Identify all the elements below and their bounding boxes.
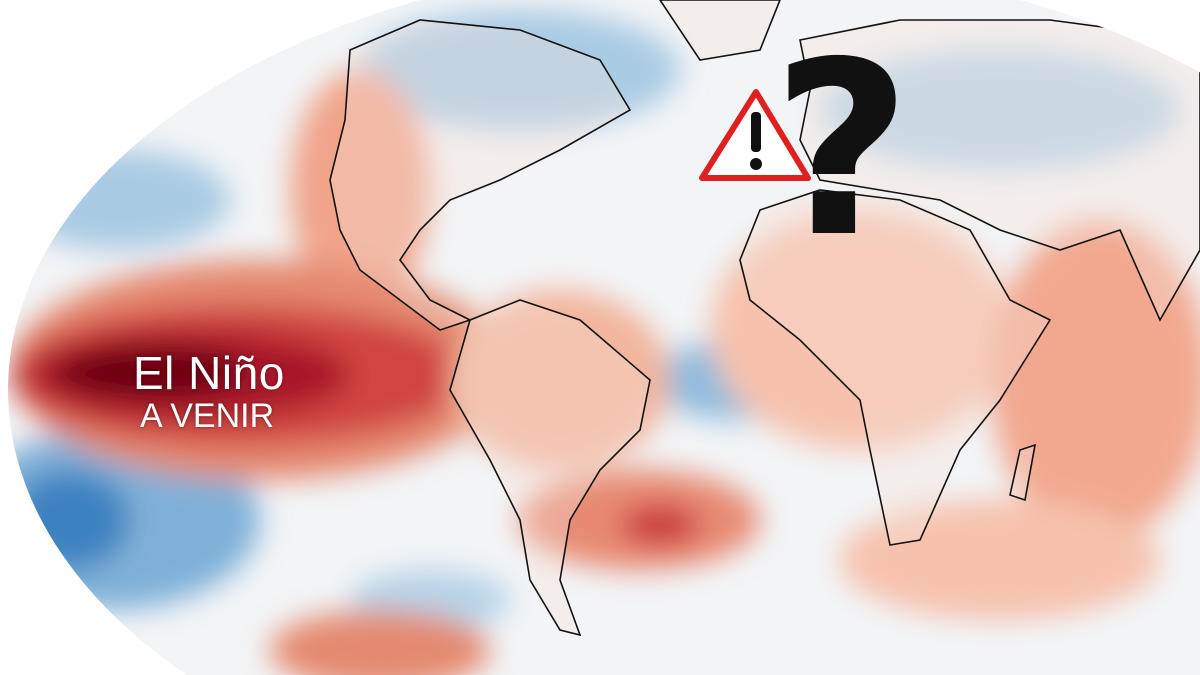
warning-triangle-icon	[699, 89, 811, 181]
africa	[739, 189, 1052, 546]
south-america	[449, 299, 651, 637]
north-america	[329, 19, 632, 331]
greenland	[658, 0, 782, 61]
madagascar	[1009, 443, 1037, 502]
question-mark-icon: ?	[772, 10, 912, 290]
europe-asia	[799, 19, 1200, 322]
el-nino-title: El Niño	[133, 347, 285, 399]
coastlines	[329, 0, 1200, 637]
el-nino-subtitle: A VENIR	[140, 397, 275, 435]
